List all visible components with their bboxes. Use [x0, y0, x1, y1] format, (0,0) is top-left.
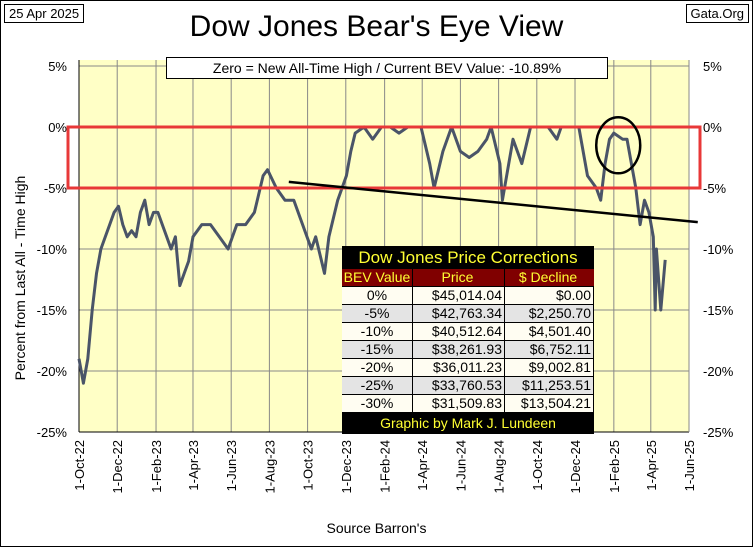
y-tick-label-left: 5%	[48, 59, 67, 74]
series-line	[77, 125, 667, 385]
chart-title: Dow Jones Bear's Eye View	[189, 10, 564, 43]
x-tick-label: 1-Dec-22	[110, 440, 125, 493]
table-row: -15% $38,261.93 $6,752.11	[342, 340, 594, 358]
x-tick-label: 1-Oct-24	[530, 440, 545, 491]
table-cell: $33,760.53	[413, 377, 505, 394]
y-tick-label-right: -15%	[703, 303, 734, 318]
zero-to-minus5-box	[66, 125, 702, 190]
table-cell: -25%	[342, 377, 413, 394]
chart-subtitle: Zero = New All-Time High / Current BEV V…	[166, 57, 608, 79]
x-tick-label: 1-Jun-23	[224, 440, 239, 491]
y-tick-label-right: -20%	[703, 364, 734, 379]
x-tick-label: 1-Aug-23	[262, 440, 277, 493]
x-tick-label: 1-Oct-22	[72, 440, 87, 491]
table-row: -20% $36,011.23 $9,002.81	[342, 358, 594, 376]
table-row: -10% $40,512.64 $4,501.40	[342, 322, 594, 340]
y-tick-label-right: -10%	[703, 242, 734, 257]
price-corrections-table: Dow Jones Price Corrections BEV Value Pr…	[342, 246, 594, 434]
table-cell: -10%	[342, 323, 413, 340]
y-tick-label-left: 0%	[48, 120, 67, 135]
x-tick-label: 1-Feb-24	[378, 440, 393, 493]
table-cell: -30%	[342, 395, 413, 412]
header-bev: BEV Value	[342, 269, 413, 286]
y-tick-label-right: -25%	[703, 425, 734, 440]
y-tick-label-left: -20%	[37, 364, 68, 379]
x-tick-label: 1-Feb-25	[607, 440, 622, 493]
y-tick-label-left: -25%	[37, 425, 68, 440]
trend-line	[288, 180, 698, 224]
header-price: Price	[413, 269, 505, 286]
x-tick-label: 1-Oct-23	[301, 440, 316, 491]
site-label: Gata.Org	[685, 4, 749, 23]
y-tick-label-left: -15%	[37, 303, 68, 318]
table-cell: $6,752.11	[505, 341, 593, 358]
x-tick-label: 1-Apr-23	[186, 440, 201, 491]
table-body: 0% $45,014.04 $0.00 -5% $42,763.34 $2,250.70-…	[342, 286, 594, 412]
x-tick-label: 1-Apr-25	[644, 440, 659, 491]
table-header: BEV Value Price $ Decline	[342, 269, 594, 286]
x-tick-label: 1-Dec-23	[339, 440, 354, 493]
x-tick-label: 1-Feb-23	[149, 440, 164, 493]
x-tick-label: 1-Jun-24	[453, 440, 468, 491]
table-row: 0% $45,014.04 $0.00	[342, 286, 594, 304]
table-cell: $13,504.21	[505, 395, 593, 412]
table-row: -30% $31,509.83 $13,504.21	[342, 394, 594, 412]
table-cell: $36,011.23	[413, 359, 505, 376]
y-tick-label-left: -10%	[37, 242, 68, 257]
table-cell: -20%	[342, 359, 413, 376]
table-footer: Graphic by Mark J. Lundeen	[380, 415, 556, 431]
table-cell: -15%	[342, 341, 413, 358]
date-label: 25 Apr 2025	[4, 4, 85, 23]
y-tick-label-right: -5%	[703, 181, 727, 196]
x-tick-label: 1-Apr-24	[415, 440, 430, 491]
y-tick-label-right: 0%	[703, 120, 722, 135]
table-cell: $11,253.51	[505, 377, 593, 394]
table-cell: $40,512.64	[413, 323, 505, 340]
x-tick-label: 1-Aug-24	[492, 440, 507, 493]
table-cell: $31,509.83	[413, 395, 505, 412]
table-cell: $9,002.81	[505, 359, 593, 376]
table-cell: $4,501.40	[505, 323, 593, 340]
table-cell: $42,763.34	[413, 305, 505, 322]
header-decline: $ Decline	[505, 269, 593, 286]
table-cell: $38,261.93	[413, 341, 505, 358]
table-cell: $0.00	[505, 287, 593, 304]
table-cell: $45,014.04	[413, 287, 505, 304]
table-cell: 0%	[342, 287, 413, 304]
table-cell: -5%	[342, 305, 413, 322]
x-tick-label: 1-Dec-24	[568, 440, 583, 493]
x-tick-label: 1-Jun-25	[682, 440, 697, 491]
table-row: -5% $42,763.34 $2,250.70	[342, 304, 594, 322]
y-axis-label: Percent from Last All - Time High	[12, 175, 28, 381]
table-row: -25% $33,760.53 $11,253.51	[342, 376, 594, 394]
table-title: Dow Jones Price Corrections	[358, 248, 578, 267]
highlight-circle	[594, 116, 642, 175]
y-tick-label-right: 5%	[703, 59, 722, 74]
table-cell: $2,250.70	[505, 305, 593, 322]
source-label: Source Barron's	[326, 520, 427, 536]
y-tick-label-left: -5%	[44, 181, 68, 196]
